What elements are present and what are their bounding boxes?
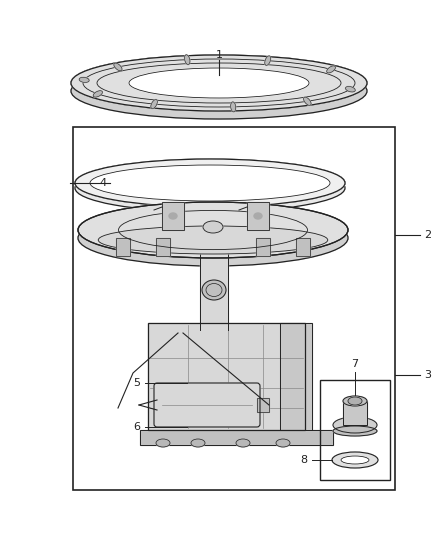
Bar <box>257 398 269 412</box>
Bar <box>256 238 270 256</box>
Bar <box>162 202 184 230</box>
Text: 2: 2 <box>424 230 431 240</box>
Ellipse shape <box>327 66 336 73</box>
Ellipse shape <box>129 68 309 98</box>
Ellipse shape <box>156 439 170 447</box>
Ellipse shape <box>75 159 345 207</box>
Bar <box>247 202 269 230</box>
Text: 6: 6 <box>134 422 141 432</box>
Ellipse shape <box>78 210 348 266</box>
Ellipse shape <box>90 165 330 201</box>
Ellipse shape <box>236 439 250 447</box>
Ellipse shape <box>332 452 378 468</box>
Ellipse shape <box>71 55 367 111</box>
Bar <box>116 238 130 256</box>
Ellipse shape <box>191 439 205 447</box>
Bar <box>116 238 130 256</box>
Ellipse shape <box>78 202 348 258</box>
Text: 8: 8 <box>300 455 307 465</box>
Text: 5: 5 <box>134 378 141 388</box>
Text: 7: 7 <box>351 359 359 369</box>
Ellipse shape <box>71 55 367 111</box>
Ellipse shape <box>79 77 89 83</box>
Bar <box>140 430 333 445</box>
Ellipse shape <box>202 280 226 300</box>
Ellipse shape <box>333 426 377 436</box>
Ellipse shape <box>114 63 122 71</box>
Bar <box>280 323 312 430</box>
Ellipse shape <box>265 56 271 66</box>
Bar <box>148 323 305 430</box>
Ellipse shape <box>71 63 367 119</box>
Ellipse shape <box>343 396 367 406</box>
Ellipse shape <box>184 55 190 64</box>
Ellipse shape <box>346 86 355 92</box>
Ellipse shape <box>276 439 290 447</box>
Bar <box>256 238 270 256</box>
Bar <box>257 398 269 412</box>
Ellipse shape <box>169 213 177 219</box>
FancyBboxPatch shape <box>154 383 260 427</box>
Bar <box>343 401 367 425</box>
Text: 4: 4 <box>99 178 106 188</box>
Ellipse shape <box>90 165 330 201</box>
Ellipse shape <box>93 91 102 97</box>
Text: 3: 3 <box>424 370 431 380</box>
Ellipse shape <box>75 159 345 207</box>
Bar <box>200 238 228 330</box>
Bar <box>162 202 184 230</box>
Ellipse shape <box>333 417 377 433</box>
Ellipse shape <box>348 397 362 405</box>
Ellipse shape <box>231 102 236 112</box>
Ellipse shape <box>151 100 157 109</box>
Bar <box>296 238 310 256</box>
Bar <box>156 238 170 256</box>
Ellipse shape <box>304 97 311 106</box>
Bar <box>73 127 395 490</box>
Text: 1: 1 <box>215 50 223 60</box>
Ellipse shape <box>203 221 223 233</box>
Bar <box>140 430 333 445</box>
Bar <box>280 323 312 430</box>
Bar <box>343 401 367 425</box>
Bar <box>148 323 305 430</box>
Bar <box>296 238 310 256</box>
Ellipse shape <box>129 68 309 98</box>
Ellipse shape <box>254 213 262 219</box>
Bar <box>320 380 390 480</box>
Bar <box>247 202 269 230</box>
Ellipse shape <box>75 164 345 212</box>
Ellipse shape <box>341 456 369 464</box>
Ellipse shape <box>78 202 348 258</box>
Bar <box>156 238 170 256</box>
Ellipse shape <box>98 226 328 254</box>
